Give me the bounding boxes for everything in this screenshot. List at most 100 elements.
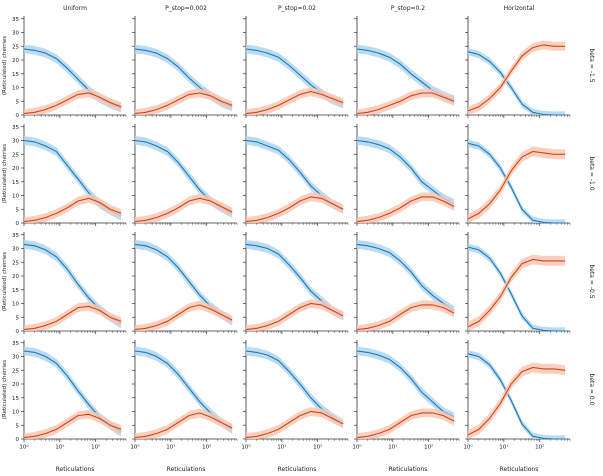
y-tick-label: 10 (12, 194, 19, 200)
y-tick-label: 5 (16, 315, 20, 321)
subplot-r3-c0 (21, 340, 127, 442)
series-line-orange-r3-c3 (356, 412, 455, 439)
series-line-orange-r3-c1 (134, 412, 233, 439)
y-tick-label: 0 (16, 329, 20, 335)
y-tick-label: 35 (12, 341, 19, 347)
x-tick-label: 10⁰ (352, 444, 362, 451)
y-tick-label: 5 (16, 99, 20, 105)
x-tick-label: 10¹ (277, 444, 286, 451)
subplot-r0-c1 (132, 16, 238, 118)
y-tick-label: 30 (12, 355, 19, 361)
confidence-band-blue-r3-c4 (468, 350, 566, 439)
y-tick-label: 30 (12, 139, 19, 145)
y-tick-label: 15 (12, 396, 19, 402)
series-line-blue-r1-c3 (356, 139, 455, 205)
y-tick-label: 25 (12, 368, 19, 374)
series-line-orange-r3-c4 (467, 366, 566, 436)
y-tick-label: 20 (12, 58, 19, 64)
series-line-orange-r2-c3 (356, 304, 455, 331)
confidence-band-orange-r3-c0 (24, 409, 122, 439)
series-line-orange-r3-c0 (23, 413, 122, 439)
confidence-band-blue-r1-c4 (468, 139, 566, 223)
x-tick-label: 10¹ (55, 444, 64, 451)
confidence-band-blue-r1-c3 (357, 136, 455, 209)
subplot-r3-c3 (354, 340, 460, 442)
y-tick-label: 10 (12, 410, 19, 416)
column-title: P_stop=0.002 (165, 5, 207, 12)
x-tick-label: 10² (91, 444, 100, 451)
series-line-blue-r2-c4 (467, 246, 566, 332)
series-line-orange-r2-c2 (245, 302, 344, 331)
y-axis-label: (Reticulated) cherries (2, 144, 8, 203)
x-tick-label: 10² (202, 444, 211, 451)
y-tick-label: 10 (12, 86, 19, 92)
x-axis-label: Reticulations (167, 466, 206, 473)
series-line-orange-r2-c4 (467, 258, 566, 328)
column-title: P_stop=0.02 (278, 5, 316, 12)
x-tick-label: 10⁰ (19, 444, 29, 451)
x-tick-label: 10⁰ (241, 444, 251, 451)
x-tick-label: 10² (535, 444, 544, 451)
confidence-band-blue-r3-c3 (357, 346, 455, 422)
x-tick-label: 10¹ (388, 444, 397, 451)
row-label: beta = -1.5 (588, 48, 595, 82)
series-line-blue-r0-c4 (467, 51, 566, 116)
confidence-band-orange-r1-c3 (357, 192, 455, 223)
series-line-blue-r3-c3 (356, 350, 455, 418)
y-tick-label: 15 (12, 72, 19, 78)
y-tick-label: 15 (12, 288, 19, 294)
confidence-band-blue-r2-c4 (468, 243, 566, 331)
y-tick-label: 30 (12, 31, 19, 37)
subplot-r3-c1 (132, 340, 238, 442)
series-line-orange-r0-c4 (467, 44, 566, 112)
y-axis-label: (Reticulated) cherries (2, 36, 8, 95)
series-line-orange-r1-c1 (134, 197, 233, 223)
subplot-r0-c0 (21, 16, 127, 118)
y-axis-label: (Reticulated) cherries (2, 252, 8, 311)
series-line-blue-r2-c3 (356, 243, 455, 311)
confidence-band-orange-r1-c0 (24, 193, 122, 223)
series-line-orange-r3-c2 (245, 410, 344, 439)
confidence-band-orange-r2-c2 (246, 299, 344, 331)
series-line-orange-r1-c0 (23, 197, 122, 223)
confidence-band-orange-r3-c1 (135, 408, 233, 439)
series-line-orange-r0-c2 (245, 91, 344, 115)
y-tick-label: 15 (12, 180, 19, 186)
series-line-blue-r3-c4 (467, 353, 566, 440)
x-tick-label: 10¹ (499, 444, 508, 451)
x-axis-label: Reticulations (500, 466, 539, 473)
column-title: Uniform (63, 5, 87, 12)
y-tick-label: 5 (16, 423, 20, 429)
y-tick-label: 30 (12, 247, 19, 253)
y-tick-label: 20 (12, 274, 19, 280)
y-tick-label: 10 (12, 302, 19, 308)
row-label: beta = -0.5 (588, 264, 595, 298)
series-line-orange-r0-c1 (134, 92, 233, 115)
confidence-band-orange-r2-c0 (24, 301, 122, 331)
x-tick-label: 10⁰ (130, 444, 140, 451)
confidence-band-orange-r2-c4 (468, 254, 566, 331)
y-tick-label: 20 (12, 382, 19, 388)
confidence-band-blue-r2-c3 (357, 240, 455, 315)
series-line-orange-r1-c4 (467, 150, 566, 220)
y-tick-label: 0 (16, 113, 20, 119)
series-line-orange-r2-c0 (23, 305, 122, 331)
x-axis-label: Reticulations (278, 466, 317, 473)
x-tick-label: 10² (424, 444, 433, 451)
y-tick-label: 25 (12, 152, 19, 158)
y-axis-label: (Reticulated) cherries (2, 360, 8, 419)
y-tick-label: 35 (12, 125, 19, 131)
x-tick-label: 10¹ (166, 444, 175, 451)
y-tick-label: 35 (12, 233, 19, 239)
x-axis-label: Reticulations (389, 466, 428, 473)
row-label: beta = -1.0 (588, 156, 595, 190)
confidence-band-orange-r1-c1 (135, 193, 233, 223)
x-tick-label: 10² (313, 444, 322, 451)
confidence-band-orange-r2-c3 (357, 300, 455, 331)
y-tick-label: 0 (16, 221, 20, 227)
x-tick-label: 10⁰ (463, 444, 473, 451)
column-title: Horizontal (504, 5, 535, 12)
series-line-orange-r1-c3 (356, 196, 455, 223)
series-line-orange-r0-c0 (23, 92, 122, 115)
